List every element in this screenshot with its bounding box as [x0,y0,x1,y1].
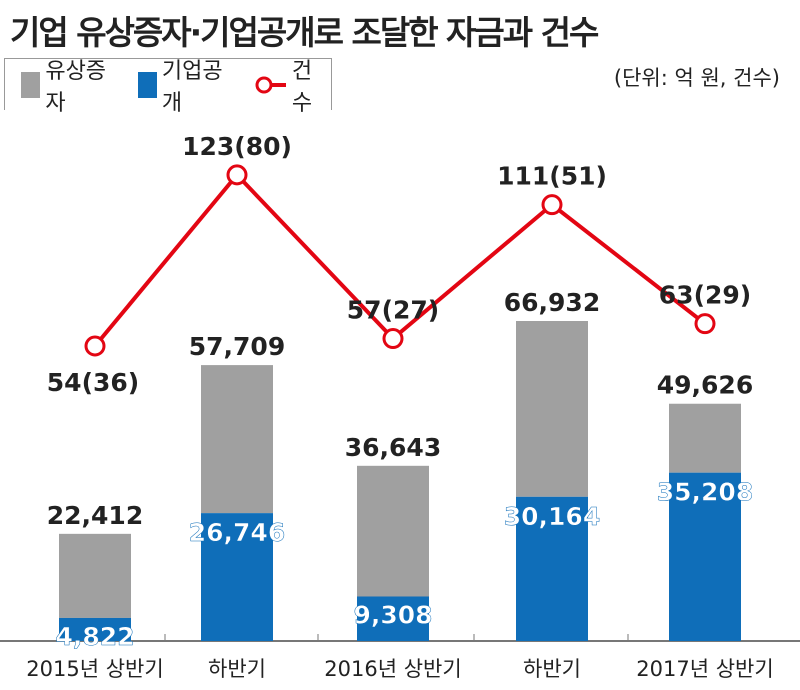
bar-rights-offering [669,403,741,473]
ipo-label: 35,208 [657,478,753,507]
legend: 유상증자 기업공개 건수 [4,58,332,116]
legend-item-count: 건수 [254,53,331,117]
legend-label: 기업공개 [161,58,223,116]
unit-label: (단위: 억 원, 건수) [613,66,780,90]
category-label: 2017년 상반기 [636,657,773,681]
bar-rights-offering [59,533,131,618]
blue-swatch-icon [137,71,157,98]
count-point [541,194,563,216]
ipo-label: 9,308 [353,600,432,629]
gray-swatch-icon [21,71,41,98]
total-label: 22,412 [47,501,143,530]
count-point [694,313,716,335]
count-label: 63(29) [659,281,751,310]
bar-ipo [516,496,588,641]
count-label: 57(27) [347,296,439,325]
count-point [84,335,106,357]
ipo-label: 26,746 [189,518,285,547]
bar-rights-offering [201,365,273,514]
bar-ipo [201,513,273,641]
legend-item-ipo: 기업공개 [137,53,241,117]
count-label: 123(80) [182,132,292,161]
bar-ipo [669,472,741,641]
count-point [226,164,248,186]
line-marker-icon [255,76,287,93]
count-label: 111(51) [497,162,607,191]
category-label: 하반기 [523,657,581,681]
chart-title: 기업 유상증자·기업공개로 조달한 자금과 건수 [10,13,599,52]
total-label: 49,626 [657,371,753,400]
total-label: 66,932 [504,288,600,317]
count-label: 54(36) [47,368,139,397]
ipo-label: 30,164 [504,502,600,531]
legend-item-rights-offering: 유상증자 [21,53,124,117]
legend-label: 유상증자 [45,58,107,116]
bar-ipo [59,617,131,641]
bar-rights-offering [516,321,588,497]
bar-ipo [357,596,429,641]
category-label: 2015년 상반기 [26,657,163,681]
bar-rights-offering [357,465,429,597]
total-label: 57,709 [189,332,285,361]
ipo-label: 4,822 [55,622,134,651]
total-label: 36,643 [345,433,441,462]
count-point [382,328,404,350]
category-label: 2016년 상반기 [324,657,461,681]
category-label: 하반기 [208,657,266,681]
legend-label: 건수 [291,58,313,116]
